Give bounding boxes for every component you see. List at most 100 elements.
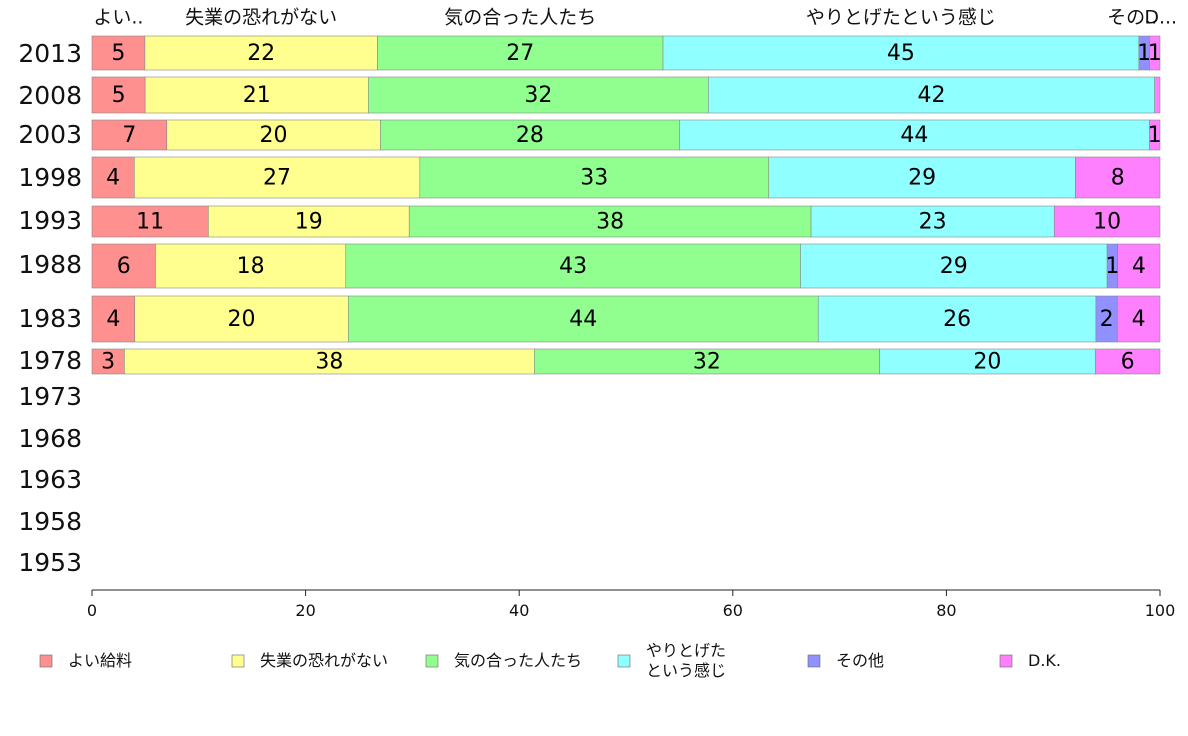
series-top-label-1: よい..: [93, 7, 143, 29]
data-label-1983-6: 4: [1132, 307, 1146, 332]
year-label-1973: 1973: [18, 382, 82, 411]
bar-1998-seg-4: [768, 156, 1076, 199]
bar-1978-seg-1: [91, 348, 125, 375]
data-label-2013-2: 22: [247, 41, 275, 66]
series-top-label-3: 気の合った人たち: [444, 7, 596, 29]
bar-1988-seg-2: [155, 243, 347, 289]
bar-1993-seg-6: [1053, 205, 1161, 238]
bar-2003-seg-1: [91, 119, 168, 151]
x-tick-label-60: 60: [723, 601, 743, 620]
year-label-1983: 1983: [18, 304, 82, 333]
year-label-2003: 2003: [18, 120, 82, 149]
bar-2008-seg-6: [1154, 76, 1161, 114]
legend-label-1: よい給料: [68, 651, 132, 670]
bar-1978-seg-6: [1094, 348, 1161, 375]
bar-1993-seg-2: [208, 205, 410, 238]
legend-label-6: D.K.: [1028, 651, 1061, 670]
data-label-2003-1: 7: [122, 123, 136, 148]
x-tick-label-80: 80: [936, 601, 956, 620]
series-top-label-4: やりとげたという感じ: [806, 7, 996, 29]
legend-label-2: 失業の恐れがない: [260, 651, 388, 670]
year-label-1953: 1953: [18, 548, 82, 577]
bar-2008-seg-3: [367, 76, 709, 114]
data-label-1983-5: 2: [1100, 307, 1114, 332]
data-label-2008-1: 5: [112, 83, 126, 108]
data-label-1983-2: 20: [228, 307, 256, 332]
data-label-1983-4: 26: [943, 307, 971, 332]
data-label-1998-1: 4: [106, 166, 120, 191]
bar-1998-seg-1: [91, 156, 135, 199]
bar-1988-seg-6: [1117, 243, 1161, 289]
bar-1983-seg-4: [817, 295, 1097, 343]
x-tick-label-40: 40: [509, 601, 529, 620]
bar-1993-seg-3: [408, 205, 812, 238]
data-label-2003-4: 44: [900, 123, 928, 148]
data-label-1998-6: 8: [1111, 166, 1125, 191]
data-label-1998-4: 29: [908, 166, 936, 191]
legend-swatch-4: [617, 654, 631, 668]
data-label-2013-1: 5: [111, 41, 125, 66]
data-label-1983-3: 44: [569, 307, 597, 332]
data-label-2013-4: 45: [887, 41, 915, 66]
data-label-1993-3: 38: [596, 210, 624, 235]
bar-1998-seg-6: [1075, 156, 1161, 199]
series-top-label-2: 失業の恐れがない: [185, 7, 337, 29]
bar-1983-seg-2: [134, 295, 349, 343]
legend-swatch-5: [807, 654, 821, 668]
bar-2003-seg-6: [1149, 119, 1161, 151]
year-label-2013: 2013: [18, 39, 82, 68]
data-label-2008-4: 42: [918, 83, 946, 108]
bar-1988-seg-1: [91, 243, 156, 289]
bar-1988-seg-4: [800, 243, 1108, 289]
bar-2008-seg-2: [144, 76, 369, 114]
bar-2013-seg-6: [1149, 35, 1161, 71]
bar-2013-seg-2: [144, 35, 378, 71]
bar-1998-seg-3: [419, 156, 770, 199]
data-label-1978-2: 38: [315, 350, 343, 375]
bar-1978-seg-2: [124, 348, 535, 375]
bar-2013-seg-4: [662, 35, 1140, 71]
bar-1998-seg-2: [133, 156, 421, 199]
bar-1978-seg-3: [534, 348, 880, 375]
data-label-2003-2: 20: [260, 123, 288, 148]
data-label-2003-6: 1: [1148, 123, 1162, 148]
data-label-1988-1: 6: [117, 254, 131, 279]
bar-2008-seg-1: [91, 76, 146, 114]
legend-swatch-1: [39, 654, 53, 668]
x-tick-label-100: 100: [1145, 601, 1176, 620]
data-label-1988-3: 43: [559, 254, 587, 279]
legend-label-5: その他: [836, 651, 884, 670]
data-label-1988-5: 1: [1105, 254, 1119, 279]
bar-1993-seg-1: [91, 205, 209, 238]
data-label-1998-2: 27: [263, 166, 291, 191]
data-label-1993-6: 10: [1093, 210, 1121, 235]
year-label-1993: 1993: [18, 206, 82, 235]
year-label-1963: 1963: [18, 465, 82, 494]
legend-swatch-6: [999, 654, 1013, 668]
data-label-1978-4: 20: [973, 350, 1001, 375]
data-label-1993-4: 23: [919, 210, 947, 235]
legend-label-3: 気の合った人たち: [454, 651, 582, 670]
x-tick-label-0: 0: [87, 601, 97, 620]
bar-1988-seg-3: [345, 243, 801, 289]
data-label-2008-2: 21: [243, 83, 271, 108]
data-label-1988-6: 4: [1132, 254, 1146, 279]
bar-2013-seg-1: [91, 35, 146, 71]
year-label-1998: 1998: [18, 163, 82, 192]
year-label-1978: 1978: [18, 346, 82, 375]
bar-2003-seg-3: [380, 119, 680, 151]
year-label-1988: 1988: [18, 250, 82, 279]
data-label-1978-3: 32: [693, 350, 721, 375]
year-label-1968: 1968: [18, 424, 82, 453]
data-label-2013-5: 1: [1137, 41, 1151, 66]
bar-1993-seg-4: [810, 205, 1055, 238]
series-top-label-6: D...: [1144, 7, 1177, 29]
data-label-1978-1: 3: [101, 350, 115, 375]
legend-swatch-3: [425, 654, 439, 668]
bar-1983-seg-1: [91, 295, 136, 343]
data-label-2008-3: 32: [524, 83, 552, 108]
data-label-1983-1: 4: [106, 307, 120, 332]
bar-1983-seg-6: [1116, 295, 1161, 343]
year-label-1958: 1958: [18, 507, 82, 536]
data-label-1998-3: 33: [580, 166, 608, 191]
